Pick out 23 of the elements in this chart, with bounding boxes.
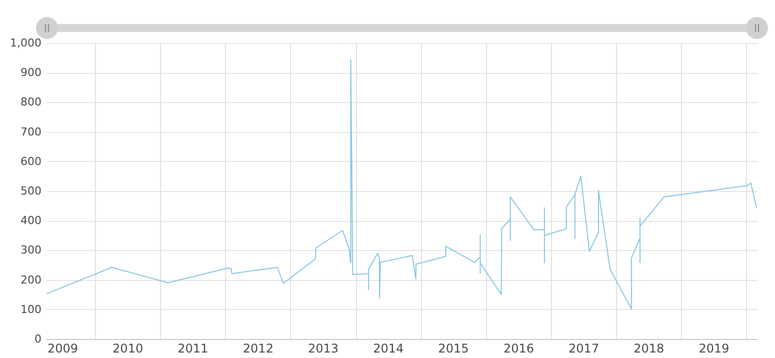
y-tick-label: 800	[20, 96, 42, 109]
y-tick-label: 100	[20, 302, 42, 316]
x-tick-label: 2010	[112, 342, 144, 356]
y-tick-label: 900	[20, 66, 42, 80]
y-tick-label: 1,000	[10, 36, 42, 50]
x-tick-label: 2009	[47, 342, 78, 356]
line-series	[46, 59, 758, 310]
x-tick-label: 2018	[634, 342, 664, 356]
y-tick-label: 600	[20, 154, 42, 168]
x-tick-label: 2012	[242, 342, 274, 356]
y-tick-label: 700	[20, 125, 42, 138]
x-tick-label: 2019	[698, 342, 730, 356]
y-tick-label: 500	[20, 184, 42, 198]
y-tick-label: 0	[34, 332, 42, 346]
x-tick-label: 2013	[308, 342, 339, 356]
x-tick-label: 2014	[373, 342, 404, 356]
y-tick-label: 200	[20, 273, 42, 286]
y-tick-label: 300	[20, 244, 42, 257]
x-tick-label: 2011	[178, 342, 208, 356]
x-tick-label: 2015	[438, 342, 469, 356]
x-tick-label: 2017	[568, 342, 600, 356]
y-tick-label: 400	[20, 214, 42, 228]
x-tick-label: 2016	[503, 342, 534, 356]
